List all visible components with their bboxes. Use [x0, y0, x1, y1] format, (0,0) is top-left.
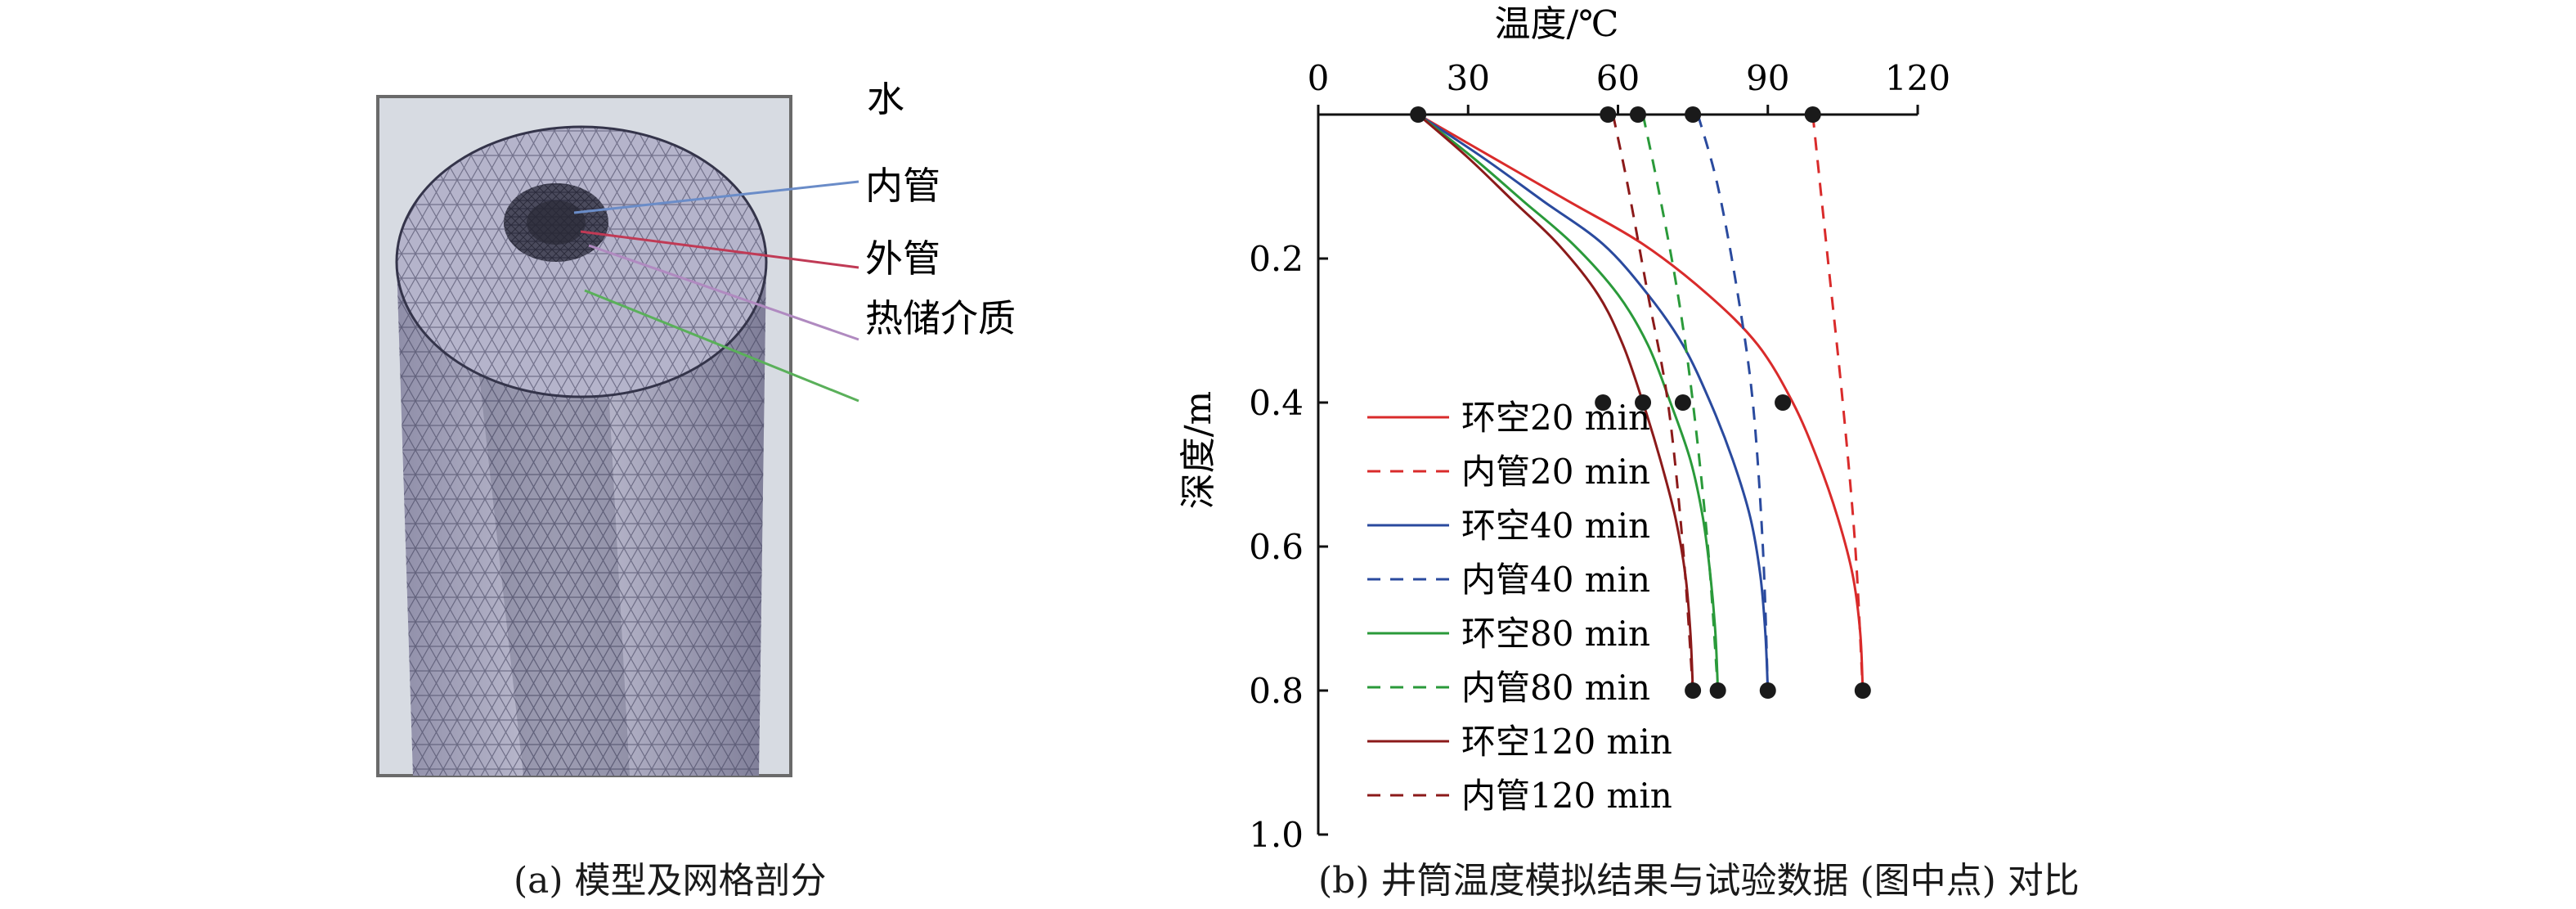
label-medium: 热储介质: [865, 296, 1016, 340]
y-tick-label: 1.0: [1249, 815, 1304, 855]
panel-a: 水 内管 外管 热储介质: [360, 76, 1178, 906]
chart-legend: 环空20 min 内管20 min 环空40 min 内管40 min 环空80 min…: [1367, 398, 1672, 816]
data-point: [1595, 394, 1612, 411]
x-axis-title: 温度/℃: [1494, 3, 1618, 45]
series-line: [1811, 114, 1865, 691]
label-inner-pipe: 内管: [865, 164, 940, 208]
series-line: [1417, 113, 1770, 691]
data-point: [1685, 682, 1702, 699]
data-point: [1775, 394, 1792, 411]
legend-label: 内管40 min: [1461, 560, 1650, 600]
y-tick-label: 0.4: [1249, 383, 1304, 423]
x-tick-label: 0: [1308, 58, 1330, 98]
legend-label: 内管20 min: [1461, 452, 1650, 492]
series-line: [1417, 113, 1694, 691]
mesh-model-illustration: 水 内管 外管 热储介质: [376, 76, 1016, 777]
x-tick-label: 60: [1596, 58, 1640, 98]
caption-b: (b) 井筒温度模拟结果与试验数据 (图中点) 对比: [1318, 860, 2080, 902]
data-point: [1674, 394, 1691, 411]
temperature-depth-chart: 0 30 60 90 120 0.2 0.4 0.6 0.8 1.0 温度/℃ 深度/m 环空20 m…: [1178, 3, 1950, 855]
label-water: 水: [867, 82, 904, 120]
data-point: [1600, 106, 1617, 123]
y-tick-label: 0.8: [1249, 671, 1304, 711]
x-tick-label: 30: [1447, 58, 1490, 98]
y-tick-label: 0.6: [1249, 527, 1304, 567]
legend-label: 内管80 min: [1461, 668, 1650, 708]
data-point: [1635, 394, 1652, 411]
series-line: [1641, 114, 1720, 691]
legend-label: 环空80 min: [1461, 614, 1650, 654]
leader-medium: [584, 289, 859, 403]
chart-axes: 0 30 60 90 120 0.2 0.4 0.6 0.8 1.0 温度/℃ 深度/m: [1178, 3, 1950, 855]
x-tick-label: 120: [1885, 58, 1950, 98]
legend-label: 环空120 min: [1461, 722, 1672, 762]
legend-label: 内管120 min: [1461, 776, 1672, 816]
y-axis-title: 深度/m: [1178, 391, 1219, 510]
y-tick-label: 0.2: [1249, 239, 1304, 279]
data-point: [1629, 106, 1646, 123]
panel-b: 0 30 60 90 120 0.2 0.4 0.6 0.8 1.0 温度/℃ 深度/m 环空20 m…: [1145, 0, 2576, 906]
data-point: [1759, 682, 1776, 699]
data-point: [1804, 106, 1821, 123]
chart-series: [1417, 113, 1865, 691]
series-line: [1611, 114, 1694, 691]
leader-inner-pipe: [580, 230, 859, 269]
experimental-points: [1410, 106, 1871, 699]
leader-outer-pipe: [588, 244, 859, 341]
label-outer-pipe: 外管: [865, 236, 940, 281]
legend-label: 环空20 min: [1461, 398, 1650, 438]
caption-a: (a) 模型及网格剖分: [514, 860, 827, 902]
series-line: [1696, 114, 1770, 691]
series-line: [1417, 113, 1865, 691]
leader-water: [573, 180, 859, 214]
data-point: [1410, 106, 1427, 123]
data-point: [1685, 106, 1702, 123]
data-point: [1709, 682, 1726, 699]
data-point: [1854, 682, 1871, 699]
legend-label: 环空40 min: [1461, 506, 1650, 546]
x-tick-label: 90: [1746, 58, 1789, 98]
